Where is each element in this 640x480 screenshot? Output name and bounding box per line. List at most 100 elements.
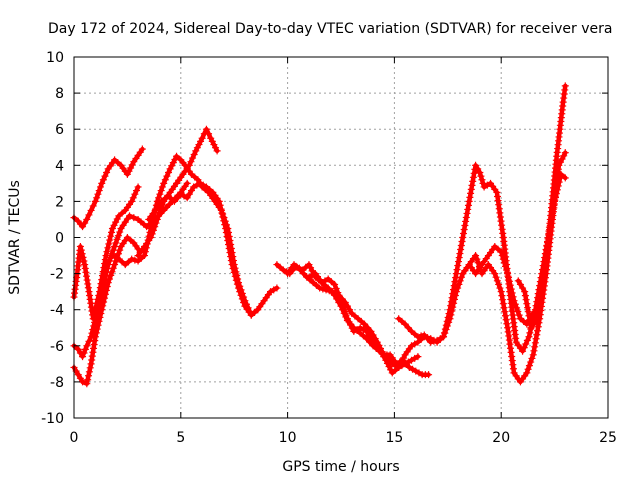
data-point-marker xyxy=(140,252,148,260)
data-point-marker xyxy=(427,338,435,346)
data-point-marker xyxy=(103,282,111,290)
data-point-marker xyxy=(79,378,87,386)
data-point-marker xyxy=(561,174,569,182)
data-point-marker xyxy=(110,221,118,229)
data-point-marker xyxy=(85,368,93,376)
data-point-marker xyxy=(525,362,533,370)
data-point-marker xyxy=(447,302,455,310)
data-point-marker xyxy=(97,310,105,318)
data-point-marker xyxy=(93,325,101,333)
data-point-marker xyxy=(103,169,111,177)
data-point-marker xyxy=(98,179,106,187)
data-point-marker xyxy=(364,324,372,332)
data-point-marker xyxy=(319,285,327,293)
data-point-marker xyxy=(446,306,454,314)
data-point-marker xyxy=(534,327,542,335)
data-point-marker xyxy=(526,316,534,324)
data-point-marker xyxy=(560,152,568,160)
x-tick-label: 0 xyxy=(70,430,79,446)
data-point-marker xyxy=(81,219,89,227)
data-point-marker xyxy=(105,257,113,265)
series-trace xyxy=(71,181,190,359)
data-point-marker xyxy=(80,257,88,265)
data-point-marker xyxy=(452,270,460,278)
data-point-marker xyxy=(131,256,139,264)
data-point-marker xyxy=(449,286,457,294)
data-point-marker xyxy=(450,282,458,290)
data-point-marker xyxy=(94,190,102,198)
data-point-marker xyxy=(90,344,98,352)
data-point-marker xyxy=(273,284,281,292)
data-point-marker xyxy=(451,278,459,286)
data-point-marker xyxy=(101,272,109,280)
data-point-marker xyxy=(185,161,193,169)
data-point-marker xyxy=(240,298,248,306)
data-point-marker xyxy=(455,254,463,262)
data-point-marker xyxy=(212,144,220,152)
data-point-marker xyxy=(414,353,422,361)
data-point-marker xyxy=(462,217,470,225)
data-point-marker xyxy=(558,155,566,163)
data-point-marker xyxy=(85,211,93,219)
data-point-marker xyxy=(443,317,451,325)
data-point-marker xyxy=(417,332,425,340)
data-point-marker xyxy=(85,288,93,296)
data-point-marker xyxy=(236,288,244,296)
data-point-marker xyxy=(404,324,412,332)
data-point-marker xyxy=(468,181,476,189)
data-point-marker xyxy=(470,169,478,177)
data-point-marker xyxy=(89,348,97,356)
data-point-marker xyxy=(476,169,484,177)
data-point-marker xyxy=(225,245,233,253)
data-point-marker xyxy=(74,345,82,353)
data-point-marker xyxy=(207,134,215,142)
data-point-marker xyxy=(104,279,112,287)
plot-series xyxy=(70,82,569,388)
data-point-marker xyxy=(87,360,95,368)
data-point-marker xyxy=(525,333,533,341)
data-point-marker xyxy=(222,224,230,232)
data-point-marker xyxy=(524,365,532,373)
data-point-marker xyxy=(425,371,433,379)
data-point-marker xyxy=(104,261,112,269)
data-point-marker xyxy=(88,352,96,360)
data-point-marker xyxy=(467,189,475,197)
data-point-marker xyxy=(493,277,501,285)
data-point-marker xyxy=(170,197,178,205)
data-point-marker xyxy=(83,380,91,388)
x-axis-label: GPS time / hours xyxy=(282,459,399,475)
y-tick-label: 10 xyxy=(46,50,64,66)
series-track-13 xyxy=(514,82,569,332)
data-point-marker xyxy=(126,212,134,220)
data-point-marker xyxy=(102,252,110,260)
data-point-marker xyxy=(166,165,174,173)
data-point-marker xyxy=(229,264,237,272)
data-point-marker xyxy=(216,201,224,209)
data-point-marker xyxy=(208,137,216,145)
data-point-marker xyxy=(296,266,304,274)
data-point-marker xyxy=(225,241,233,249)
data-point-marker xyxy=(534,323,542,331)
data-point-marker xyxy=(424,335,432,343)
data-point-marker xyxy=(499,296,507,304)
data-point-marker xyxy=(460,225,468,233)
data-point-marker xyxy=(108,268,116,276)
data-point-marker xyxy=(185,190,193,198)
data-point-marker xyxy=(101,172,109,180)
y-tick-label: 0 xyxy=(55,231,64,247)
data-point-marker xyxy=(93,194,101,202)
data-point-marker xyxy=(218,209,226,217)
data-point-marker xyxy=(366,338,374,346)
data-point-marker xyxy=(104,244,112,252)
data-point-marker xyxy=(367,327,375,335)
x-tick-label: 15 xyxy=(385,430,403,446)
data-point-marker xyxy=(525,312,533,320)
y-tick-label: -10 xyxy=(41,411,64,427)
data-point-marker xyxy=(401,320,409,328)
data-point-marker xyxy=(369,331,377,339)
data-point-marker xyxy=(492,273,500,281)
data-point-marker xyxy=(307,264,315,272)
data-point-marker xyxy=(101,294,109,302)
data-point-marker xyxy=(228,261,236,269)
